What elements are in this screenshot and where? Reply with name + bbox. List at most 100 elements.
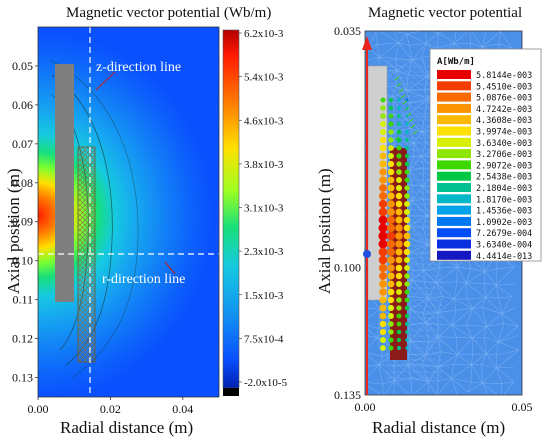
right-x-ticks: 0.00 0.05 (355, 400, 533, 414)
vector-dot (378, 255, 388, 265)
legend-swatch (437, 160, 471, 170)
colorbar-gradient (222, 29, 240, 389)
vector-dot (388, 345, 394, 351)
vector-dot (387, 200, 395, 208)
y-tick-label: 0.08 (12, 176, 33, 190)
vector-dot (404, 321, 410, 327)
vector-dot (396, 137, 402, 143)
vector-dot (403, 240, 411, 248)
legend-swatch (437, 216, 471, 226)
legend-title: A[Wb/m] (437, 57, 475, 67)
legend-label: 4.4414e-013 (476, 252, 532, 262)
vector-arrow (394, 76, 400, 81)
vector-dot (387, 256, 395, 264)
vector-arrow (398, 88, 404, 93)
vector-arrow (396, 82, 402, 87)
y-tick-label: 0.100 (334, 261, 361, 275)
legend-label: 3.6340e-004 (476, 241, 532, 251)
vector-dot (403, 208, 411, 216)
vector-dot (386, 223, 396, 233)
y-tick-label: 0.035 (334, 24, 361, 38)
legend-swatch (437, 205, 471, 215)
colorbar: 6.2x10-3 5.4x10-3 4.6x10-3 3.8x10-3 3.1x10-3… (222, 28, 288, 396)
legend-label: 7.2679e-004 (476, 229, 532, 239)
vector-dot (388, 145, 394, 151)
legend-label: 1.4536e-003 (476, 207, 532, 217)
vector-dot (403, 256, 411, 264)
vector-arrow (408, 118, 414, 123)
field-region (38, 27, 219, 397)
vector-dot (403, 224, 411, 232)
vector-dot (396, 313, 402, 319)
vector-dot (387, 184, 395, 192)
y-tick-label: 0.07 (12, 137, 33, 151)
vector-arrow (406, 112, 412, 117)
vector-dots (378, 76, 418, 351)
x-tick-label: 0.00 (28, 402, 49, 416)
vector-dot (379, 312, 387, 320)
vector-dot (404, 289, 410, 295)
left-title: Magnetic vector potential (Wb/m) (66, 5, 271, 21)
vector-dot (396, 337, 402, 343)
vector-arrow (410, 124, 416, 129)
legend-swatch (437, 250, 471, 260)
vector-dot (404, 169, 410, 175)
vector-dot (379, 320, 387, 328)
colorbar-label: 6.2x10-3 (244, 28, 284, 40)
legend-swatch (437, 194, 471, 204)
vector-dot (396, 129, 402, 135)
legend-label: 5.0876e-003 (476, 94, 532, 104)
vector-dot (404, 161, 410, 167)
vector-dot (387, 192, 395, 200)
y-tick-label: 0.06 (12, 98, 33, 112)
right-x-axis-label: Radial distance (m) (372, 418, 505, 437)
annotation-arrow (95, 71, 116, 91)
vector-dot (395, 232, 403, 240)
colorbar-label: 1.5x10-3 (244, 290, 284, 302)
vector-dot (388, 321, 394, 327)
legend-swatch (437, 149, 471, 159)
y-tick-label: 0.13 (12, 371, 33, 385)
colorbar-label: 2.3x10-3 (244, 246, 284, 258)
vector-dot (405, 338, 409, 342)
left-y-axis-label: Axial position (m) (4, 168, 23, 294)
vector-dot (396, 145, 402, 151)
vector-dot (387, 304, 395, 312)
vector-arrow (394, 136, 400, 141)
vector-dot (396, 177, 402, 183)
legend-swatch (437, 115, 471, 125)
right-scatter-panel: Magnetic vector potential A[Wb/m] 5.8144… (315, 5, 542, 437)
vector-dot (395, 184, 403, 192)
vector-dot (396, 161, 402, 167)
vector-dot (404, 201, 410, 207)
legend-swatch (437, 239, 471, 249)
vector-dot (405, 130, 409, 134)
vector-dot (388, 337, 394, 343)
legend-swatch (437, 228, 471, 238)
legend-swatch (437, 103, 471, 113)
vector-dot (395, 248, 403, 256)
vector-dot (387, 216, 395, 224)
legend-label: 2.9072e-003 (476, 161, 532, 171)
vector-dot (395, 264, 403, 272)
vector-dot (388, 121, 394, 127)
y-tick-label: 0.11 (12, 293, 33, 307)
vector-dot (388, 129, 394, 135)
colorbar-label: 7.5x10-4 (244, 333, 284, 345)
legend-label: 4.7242e-003 (476, 105, 532, 115)
vector-dot (387, 264, 395, 272)
vector-dot (397, 114, 401, 118)
vector-dot (396, 153, 402, 159)
vector-dot (379, 144, 387, 152)
vector-dot (403, 248, 411, 256)
legend-swatch (437, 171, 471, 181)
vector-dot (395, 216, 403, 224)
right-y-axis-label: Axial position (m) (315, 168, 334, 294)
axis-marker-dot (363, 250, 371, 258)
vector-dot (396, 121, 402, 127)
legend-swatch (437, 183, 471, 192)
vector-dot (395, 208, 403, 216)
vector-dot (388, 137, 394, 143)
vector-dot (378, 239, 388, 249)
